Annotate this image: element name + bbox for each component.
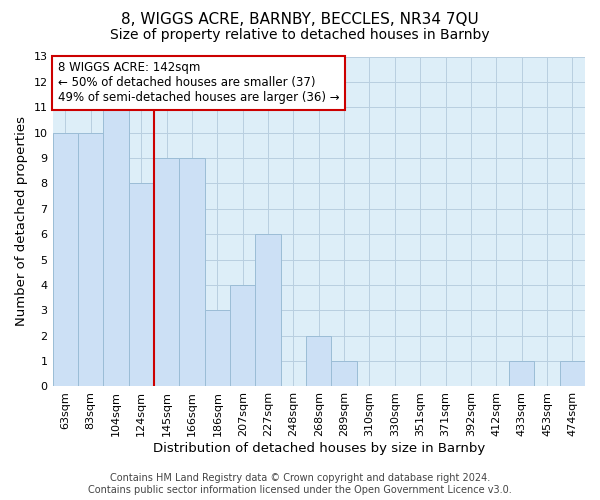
Bar bbox=[103, 108, 128, 386]
Bar bbox=[205, 310, 230, 386]
Bar bbox=[128, 184, 154, 386]
Bar bbox=[230, 285, 256, 386]
Bar bbox=[306, 336, 331, 386]
Bar bbox=[256, 234, 281, 386]
Bar bbox=[509, 361, 534, 386]
Bar bbox=[179, 158, 205, 386]
Y-axis label: Number of detached properties: Number of detached properties bbox=[15, 116, 28, 326]
Bar bbox=[53, 132, 78, 386]
X-axis label: Distribution of detached houses by size in Barnby: Distribution of detached houses by size … bbox=[152, 442, 485, 455]
Text: Size of property relative to detached houses in Barnby: Size of property relative to detached ho… bbox=[110, 28, 490, 42]
Bar bbox=[331, 361, 357, 386]
Text: Contains HM Land Registry data © Crown copyright and database right 2024.
Contai: Contains HM Land Registry data © Crown c… bbox=[88, 474, 512, 495]
Text: 8 WIGGS ACRE: 142sqm
← 50% of detached houses are smaller (37)
49% of semi-detac: 8 WIGGS ACRE: 142sqm ← 50% of detached h… bbox=[58, 62, 340, 104]
Bar bbox=[78, 132, 103, 386]
Bar bbox=[154, 158, 179, 386]
Bar bbox=[560, 361, 585, 386]
Text: 8, WIGGS ACRE, BARNBY, BECCLES, NR34 7QU: 8, WIGGS ACRE, BARNBY, BECCLES, NR34 7QU bbox=[121, 12, 479, 28]
